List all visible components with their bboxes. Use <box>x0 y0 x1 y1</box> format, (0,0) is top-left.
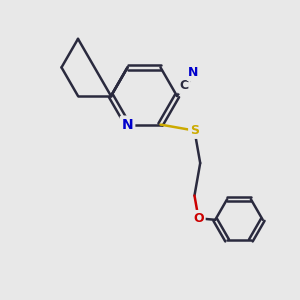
Text: O: O <box>193 212 204 225</box>
Text: N: N <box>188 66 199 79</box>
Text: N: N <box>122 118 133 132</box>
Text: C: C <box>180 79 189 92</box>
Text: S: S <box>190 124 199 137</box>
